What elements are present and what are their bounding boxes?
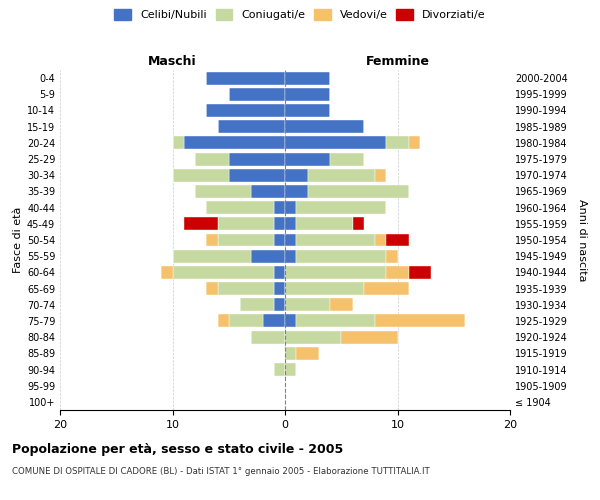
Bar bbox=[296, 201, 386, 214]
Bar bbox=[195, 152, 229, 166]
Bar bbox=[274, 298, 285, 311]
Bar bbox=[285, 88, 330, 101]
Bar bbox=[285, 314, 296, 328]
Bar bbox=[274, 201, 285, 214]
Bar bbox=[184, 218, 218, 230]
Bar bbox=[285, 72, 330, 85]
Bar bbox=[274, 363, 285, 376]
Y-axis label: Fasce di età: Fasce di età bbox=[13, 207, 23, 273]
Bar bbox=[173, 136, 184, 149]
Bar bbox=[409, 136, 420, 149]
Bar bbox=[218, 314, 229, 328]
Bar bbox=[285, 169, 308, 181]
Bar bbox=[386, 250, 398, 262]
Bar bbox=[330, 298, 353, 311]
Bar bbox=[285, 185, 308, 198]
Bar bbox=[285, 298, 330, 311]
Bar bbox=[274, 234, 285, 246]
Bar bbox=[375, 314, 465, 328]
Bar bbox=[173, 169, 229, 181]
Text: Femmine: Femmine bbox=[365, 56, 430, 68]
Y-axis label: Anni di nascita: Anni di nascita bbox=[577, 198, 587, 281]
Bar bbox=[195, 185, 251, 198]
Bar bbox=[206, 104, 285, 117]
Bar bbox=[184, 136, 285, 149]
Bar bbox=[263, 314, 285, 328]
Bar bbox=[218, 234, 274, 246]
Bar bbox=[285, 234, 296, 246]
Bar bbox=[353, 218, 364, 230]
Bar bbox=[285, 250, 296, 262]
Bar bbox=[386, 136, 409, 149]
Bar bbox=[386, 234, 409, 246]
Bar bbox=[229, 152, 285, 166]
Bar bbox=[285, 363, 296, 376]
Bar bbox=[285, 201, 296, 214]
Bar bbox=[173, 250, 251, 262]
Bar bbox=[206, 72, 285, 85]
Bar bbox=[296, 314, 375, 328]
Bar bbox=[161, 266, 173, 279]
Bar bbox=[218, 282, 274, 295]
Bar bbox=[240, 298, 274, 311]
Bar bbox=[229, 169, 285, 181]
Bar bbox=[274, 282, 285, 295]
Bar bbox=[409, 266, 431, 279]
Bar bbox=[285, 218, 296, 230]
Bar bbox=[229, 88, 285, 101]
Bar bbox=[206, 282, 218, 295]
Bar bbox=[251, 250, 285, 262]
Bar bbox=[274, 266, 285, 279]
Bar bbox=[375, 169, 386, 181]
Legend: Celibi/Nubili, Coniugati/e, Vedovi/e, Divorziati/e: Celibi/Nubili, Coniugati/e, Vedovi/e, Di… bbox=[111, 6, 489, 24]
Bar bbox=[285, 347, 296, 360]
Bar bbox=[285, 330, 341, 344]
Bar bbox=[206, 234, 218, 246]
Text: Maschi: Maschi bbox=[148, 56, 197, 68]
Bar bbox=[173, 266, 274, 279]
Bar bbox=[251, 185, 285, 198]
Bar bbox=[285, 104, 330, 117]
Bar bbox=[218, 218, 274, 230]
Text: COMUNE DI OSPITALE DI CADORE (BL) - Dati ISTAT 1° gennaio 2005 - Elaborazione TU: COMUNE DI OSPITALE DI CADORE (BL) - Dati… bbox=[12, 468, 430, 476]
Bar bbox=[285, 120, 364, 133]
Bar bbox=[364, 282, 409, 295]
Bar bbox=[229, 314, 263, 328]
Bar bbox=[285, 266, 386, 279]
Bar bbox=[341, 330, 398, 344]
Bar bbox=[386, 266, 409, 279]
Bar bbox=[296, 218, 353, 230]
Bar bbox=[274, 218, 285, 230]
Bar bbox=[206, 201, 274, 214]
Bar bbox=[296, 347, 319, 360]
Bar bbox=[285, 152, 330, 166]
Bar bbox=[308, 169, 375, 181]
Text: Popolazione per età, sesso e stato civile - 2005: Popolazione per età, sesso e stato civil… bbox=[12, 442, 343, 456]
Bar bbox=[218, 120, 285, 133]
Bar bbox=[285, 282, 364, 295]
Bar bbox=[251, 330, 285, 344]
Bar bbox=[375, 234, 386, 246]
Bar bbox=[308, 185, 409, 198]
Bar bbox=[296, 234, 375, 246]
Bar bbox=[285, 136, 386, 149]
Bar bbox=[330, 152, 364, 166]
Bar bbox=[296, 250, 386, 262]
